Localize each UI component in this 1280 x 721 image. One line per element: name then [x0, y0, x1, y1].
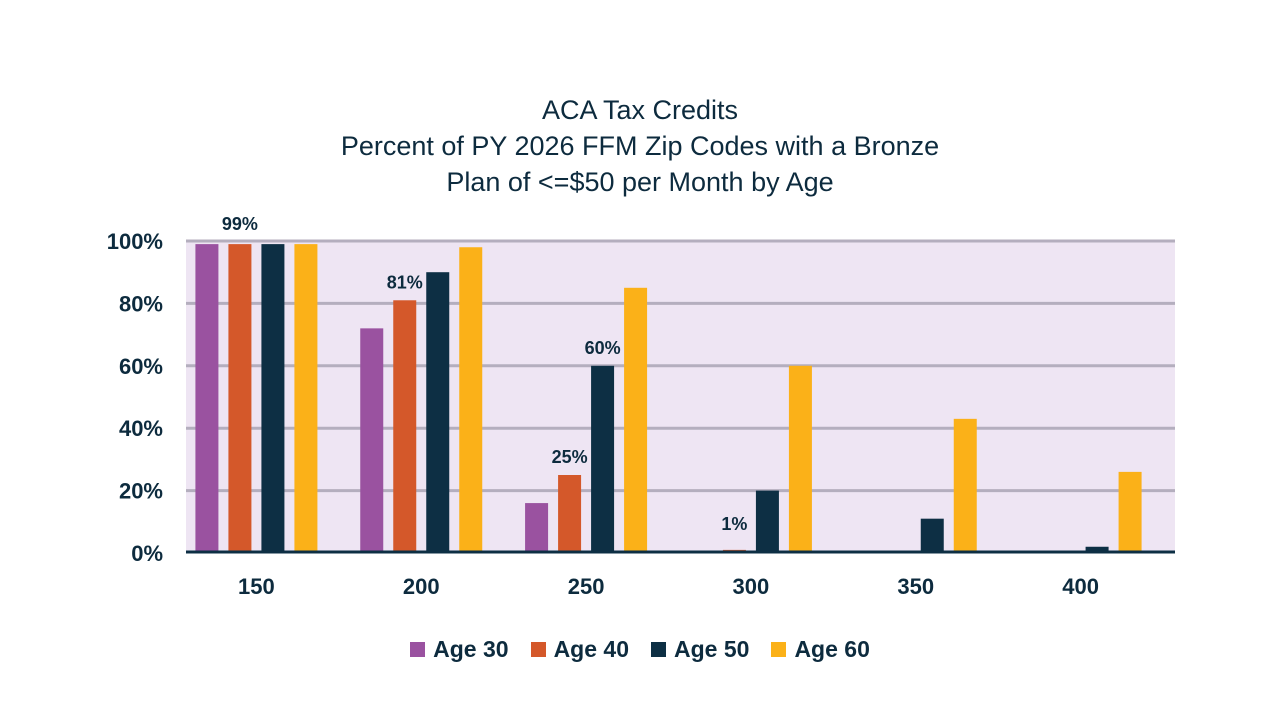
plot-area — [186, 241, 1175, 553]
legend-item: Age 60 — [771, 636, 870, 663]
data-label: 25% — [552, 447, 588, 467]
bar-age-30-150 — [195, 244, 219, 553]
legend-item: Age 30 — [410, 636, 509, 663]
y-tick-label: 20% — [119, 479, 163, 504]
bar-age-60-200 — [459, 247, 483, 554]
y-tick-label: 40% — [119, 416, 163, 441]
title-line-1: ACA Tax Credits — [541, 95, 739, 125]
y-tick-label: 0% — [131, 541, 163, 566]
y-tick-label: 100% — [107, 229, 163, 254]
bar-age-50-200 — [426, 272, 450, 553]
x-tick-label: 300 — [733, 574, 770, 599]
bar-age-60-300 — [788, 365, 812, 553]
y-tick-label: 60% — [119, 354, 163, 379]
chart-title: ACA Tax Credits Percent of PY 2026 FFM Z… — [0, 92, 1280, 200]
bar-age-40-150 — [228, 244, 252, 553]
x-tick-label: 150 — [238, 574, 275, 599]
legend-swatch — [410, 642, 426, 657]
bar-age-60-250 — [624, 287, 648, 553]
legend-label: Age 50 — [674, 636, 750, 662]
x-tick-label: 250 — [568, 574, 605, 599]
legend-swatch — [771, 642, 787, 657]
title-line-2: Percent of PY 2026 FFM Zip Codes with a … — [340, 131, 940, 161]
bar-age-50-350 — [920, 518, 944, 553]
title-line-3: Plan of <=$50 per Month by Age — [446, 167, 834, 197]
y-tick-label: 80% — [119, 291, 163, 316]
legend-label: Age 30 — [433, 636, 509, 662]
data-label: 1% — [721, 514, 747, 534]
data-label: 60% — [585, 338, 621, 358]
data-label: 99% — [222, 214, 258, 234]
legend-item: Age 40 — [530, 636, 629, 663]
legend: Age 30 Age 40 Age 50 Age 60 — [0, 636, 1280, 663]
legend-item: Age 50 — [651, 636, 749, 663]
legend-swatch — [651, 642, 666, 657]
bar-age-60-350 — [953, 418, 977, 553]
bar-age-60-400 — [1118, 471, 1142, 553]
bar-age-30-250 — [525, 503, 549, 553]
bar-age-50-300 — [755, 490, 779, 553]
bar-age-40-200 — [393, 300, 417, 553]
bar-age-40-250 — [558, 475, 582, 553]
bar-age-60-150 — [294, 244, 318, 553]
data-label: 81% — [387, 272, 423, 292]
x-tick-label: 200 — [403, 574, 440, 599]
bar-age-30-200 — [360, 328, 384, 553]
bar-age-50-150 — [261, 244, 285, 553]
legend-label: Age 40 — [553, 636, 629, 662]
x-tick-label: 400 — [1062, 574, 1099, 599]
legend-swatch — [530, 642, 546, 657]
x-tick-label: 350 — [897, 574, 934, 599]
legend-label: Age 60 — [794, 636, 870, 662]
bar-age-50-250 — [591, 365, 615, 553]
bar-age-50-400 — [1085, 546, 1109, 553]
